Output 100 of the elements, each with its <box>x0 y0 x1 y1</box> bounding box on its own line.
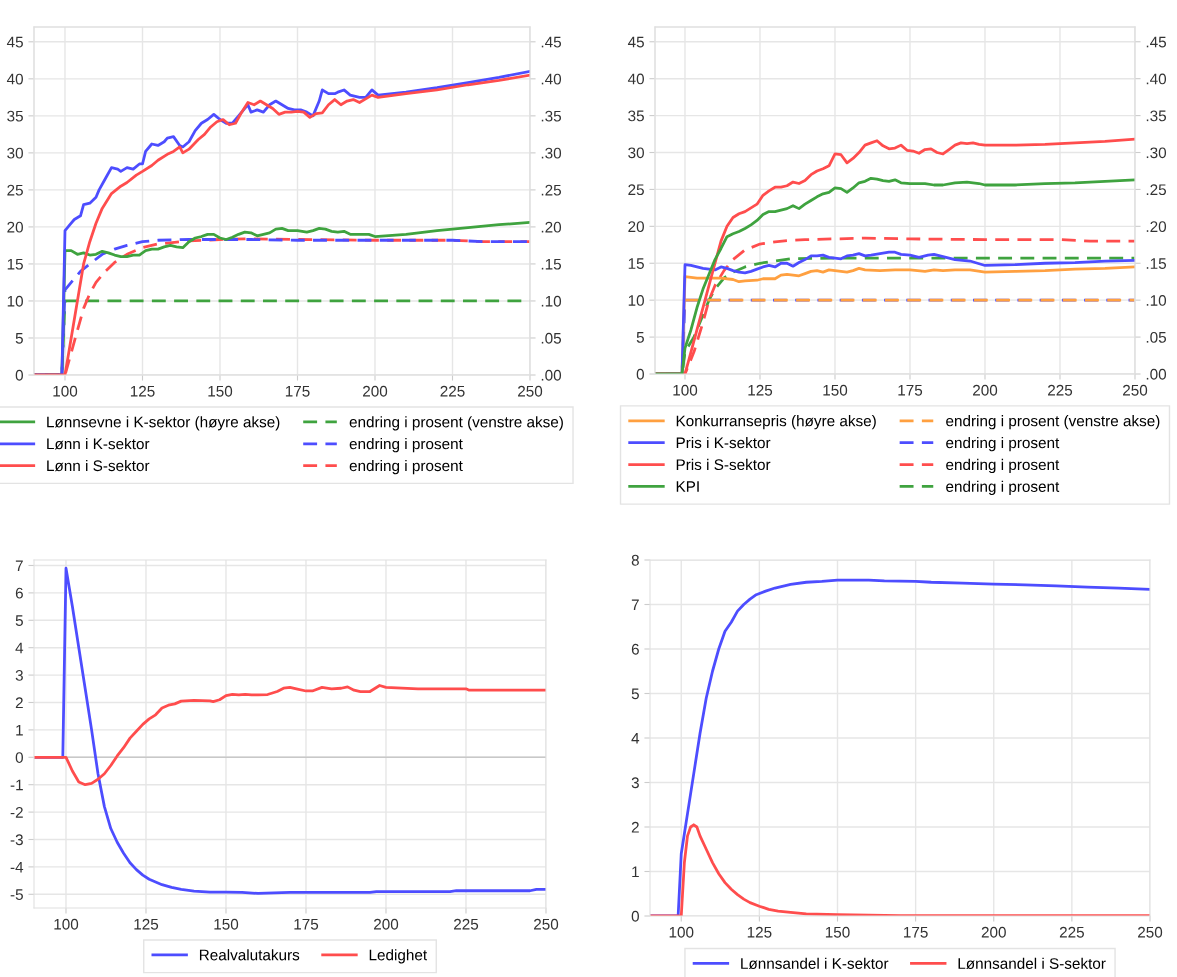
y2-tick-label: .00 <box>541 369 562 381</box>
y-tick-label: 40 <box>6 73 23 85</box>
y-tick-label: 15 <box>628 258 644 269</box>
legend-label: endring i prosent <box>946 458 1060 474</box>
x-tick-label: 100 <box>53 385 78 397</box>
x-tick-label: 225 <box>454 918 479 930</box>
legend-label: Lønnsandel i S-sektor <box>958 957 1106 970</box>
y2-tick-label: .30 <box>541 147 562 159</box>
y2-tick-label: .30 <box>1146 147 1167 159</box>
x-tick-label: 250 <box>518 385 543 397</box>
y-tick-label: 5 <box>15 615 23 626</box>
y-tick-label: 10 <box>7 295 23 307</box>
line-series <box>34 684 546 787</box>
y-tick-label: 3 <box>15 669 23 681</box>
legend-label: Ledighet <box>369 949 428 964</box>
y-tick-label: -3 <box>10 834 23 846</box>
x-tick-label: 225 <box>440 385 465 397</box>
x-tick-label: 125 <box>134 918 159 930</box>
y-tick-label: 2 <box>15 697 23 709</box>
legend-label: Lønnsandel i K-sektor <box>741 957 889 970</box>
legend-label: Realvalutakurs <box>199 949 300 961</box>
y-tick-label: 5 <box>15 333 23 344</box>
y-tick-label: 1 <box>632 866 639 878</box>
y-tick-label: 45 <box>6 36 23 48</box>
y-tick-label: 20 <box>628 221 644 233</box>
y-tick-label: 5 <box>631 688 639 700</box>
x-tick-label: 100 <box>669 926 694 938</box>
x-tick-label: 200 <box>363 385 388 397</box>
y-tick-label: 35 <box>7 110 23 122</box>
y2-tick-label: .00 <box>1146 368 1167 380</box>
x-tick-label: 150 <box>208 385 233 397</box>
y-tick-label: 25 <box>7 184 23 196</box>
y-tick-label: -5 <box>10 889 23 900</box>
y-tick-label: -1 <box>10 779 23 791</box>
y-tick-label: 0 <box>636 368 644 380</box>
y2-tick-label: .10 <box>541 295 562 307</box>
y2-tick-label: .20 <box>1146 221 1167 233</box>
x-tick-label: 250 <box>1138 926 1163 938</box>
x-tick-label: 200 <box>973 384 998 396</box>
legend-label: Lønn i K-sektor <box>47 438 150 450</box>
x-tick-label: 225 <box>1048 384 1073 396</box>
legend-label: endring i prosent (venstre akse) <box>946 415 1160 430</box>
x-tick-label: 225 <box>1059 926 1084 938</box>
legend-label: endring i prosent <box>946 480 1060 495</box>
legend-label: Lønnsevne i K-sektor (høyre akse) <box>47 416 280 431</box>
legend-label: Lønn i S-sektor <box>47 459 150 472</box>
y-tick-label: 15 <box>7 258 23 270</box>
y2-tick-label: .05 <box>541 332 562 344</box>
y-tick-label: 25 <box>628 184 644 196</box>
x-tick-label: 125 <box>748 384 773 396</box>
x-tick-label: 150 <box>825 926 850 938</box>
y2-tick-label: .35 <box>1146 110 1167 122</box>
x-tick-label: 175 <box>294 918 319 930</box>
x-tick-label: 175 <box>904 926 928 938</box>
y-tick-label: 0 <box>15 369 23 381</box>
y-tick-label: 10 <box>628 295 644 306</box>
x-tick-label: 250 <box>1123 384 1148 396</box>
y-tick-label: 1 <box>16 724 23 736</box>
y2-tick-label: .45 <box>1146 36 1167 48</box>
y-tick-label: 4 <box>15 642 24 654</box>
legend-label: endring i prosent <box>349 459 463 475</box>
legend-label: endring i prosent <box>349 438 463 453</box>
x-tick-label: 150 <box>214 918 239 930</box>
legend-label: Pris i K-sektor <box>676 436 771 449</box>
y-tick-label: 40 <box>627 73 644 85</box>
y2-tick-label: .25 <box>541 184 562 196</box>
y-tick-label: 6 <box>15 587 23 599</box>
y-tick-label: -4 <box>10 861 24 873</box>
y2-tick-label: .20 <box>541 221 562 233</box>
y-tick-label: 0 <box>631 910 639 922</box>
y-tick-label: 6 <box>631 643 639 655</box>
y2-tick-label: .25 <box>1146 184 1167 196</box>
y-tick-label: 35 <box>628 110 644 122</box>
x-tick-label: 125 <box>747 926 772 938</box>
x-tick-label: 125 <box>130 385 155 397</box>
x-tick-label: 250 <box>534 918 559 930</box>
y-tick-label: 4 <box>631 733 640 744</box>
y-tick-label: -2 <box>10 806 23 818</box>
y-tick-label: 3 <box>631 777 639 789</box>
y-tick-label: 20 <box>7 221 23 233</box>
x-tick-label: 100 <box>54 918 79 930</box>
y-tick-label: 30 <box>7 147 23 159</box>
y-tick-label: 8 <box>631 554 639 566</box>
x-tick-label: 175 <box>898 384 923 396</box>
x-tick-label: 175 <box>285 385 310 397</box>
y2-tick-label: .40 <box>1146 73 1167 85</box>
y2-tick-label: .15 <box>1146 258 1167 269</box>
x-tick-label: 150 <box>823 384 848 396</box>
y2-tick-label: .05 <box>1146 331 1167 343</box>
x-tick-label: 200 <box>981 926 1006 938</box>
y-tick-label: 45 <box>627 36 644 48</box>
y-tick-label: 7 <box>631 599 639 611</box>
y2-tick-label: .10 <box>1146 295 1167 306</box>
legend-label: Pris i S-sektor <box>676 458 771 471</box>
legend-label: KPI <box>676 481 699 492</box>
x-tick-label: 100 <box>673 384 698 396</box>
y2-tick-label: .45 <box>541 36 562 48</box>
legend-label: Konkurransepris (høyre akse) <box>676 415 876 430</box>
y2-tick-label: .15 <box>541 258 562 270</box>
legend-label: endring i prosent (venstre akse) <box>349 416 563 431</box>
